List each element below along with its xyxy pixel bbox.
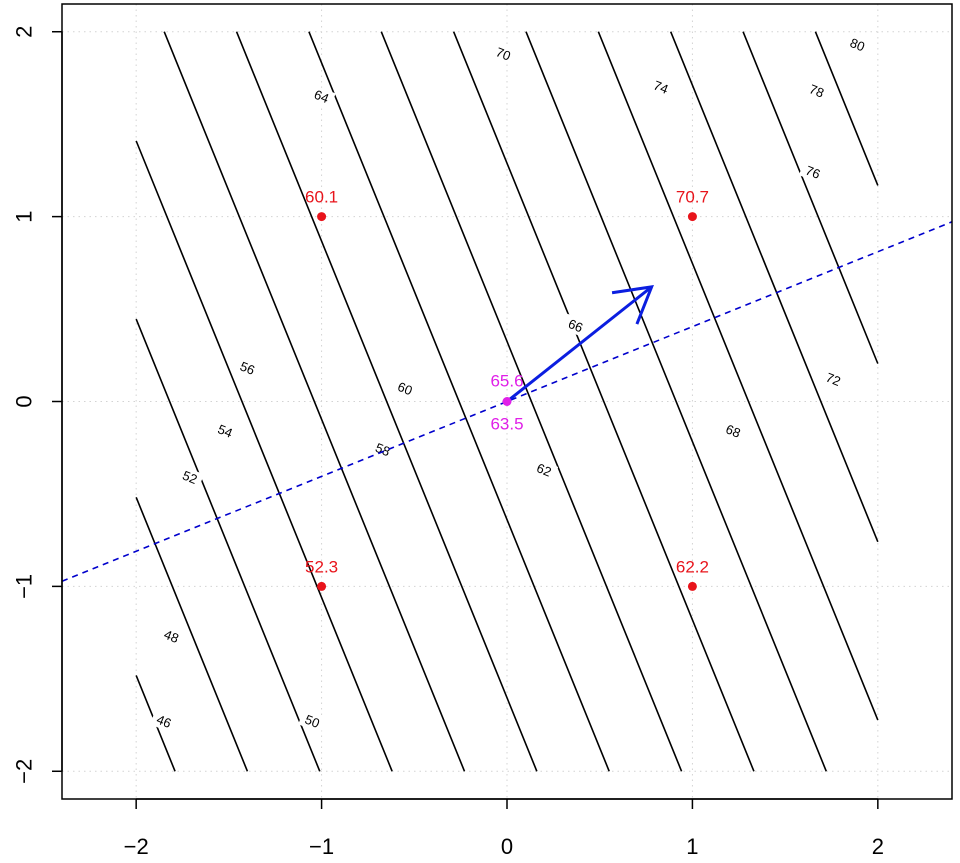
contour-label-gap [802, 78, 831, 103]
contour-label-text: 60 [395, 379, 414, 398]
gradient-arrow-head [611, 285, 654, 325]
design-point-label: 52.3 [305, 557, 338, 576]
contour-line-60 [308, 31, 610, 772]
contour-label-78: 78 [802, 78, 831, 103]
contour-line-72 [742, 31, 879, 364]
contour-label-80: 80 [843, 32, 872, 57]
y-tick-label: −2 [12, 759, 37, 784]
y-tick-label: 0 [12, 395, 37, 407]
contour-label-gap [798, 160, 828, 185]
contour-label-gap [175, 465, 205, 490]
contour-label-50: 50 [298, 709, 327, 734]
contour-label-text: 52 [180, 468, 199, 487]
contour-label-gap [529, 457, 559, 482]
contour-label-text: 50 [303, 712, 322, 731]
contour-label-gap [211, 419, 240, 444]
design-point [687, 212, 697, 222]
x-tick-label: 0 [501, 834, 513, 859]
contour-label-text: 68 [724, 421, 743, 440]
contour-label-64: 64 [307, 84, 336, 109]
contour-label-text: 72 [824, 370, 843, 389]
contour-line-50 [135, 496, 249, 772]
y-tick-label: 2 [12, 26, 37, 38]
design-points-layer: 60.1 70.7 52.3 62.2 65.6 63.5 [305, 188, 709, 591]
contour-line-74 [814, 31, 879, 186]
contour-label-text: 76 [803, 163, 822, 182]
contour-label-gap [719, 419, 748, 444]
contour-label-60: 60 [390, 376, 420, 401]
y-axis: −2 −1 0 1 2 [12, 26, 63, 784]
contour-label-gap [489, 41, 518, 66]
contour-label-48: 48 [157, 624, 186, 649]
design-point [317, 581, 327, 591]
x-axis: −2 −1 0 1 2 [124, 798, 884, 859]
contour-label-74: 74 [646, 75, 676, 100]
contour-line-70 [669, 31, 879, 543]
steepest-ascent-layer [62, 221, 952, 582]
contour-line-66 [525, 31, 828, 772]
contour-label-gap [843, 32, 872, 57]
contour-line-64 [452, 31, 755, 772]
contour-label-gap [390, 376, 420, 401]
x-tick-label: −1 [309, 834, 334, 859]
contour-line-68 [597, 31, 879, 721]
contour-label-52: 52 [175, 465, 205, 490]
contour-line-54 [135, 140, 393, 772]
contour-label-76: 76 [798, 160, 828, 185]
plot-area: 46 48 50 52 54 56 58 60 62 64 66 68 70 72 74 76 78 80 60.… [62, 31, 952, 772]
contour-label-gap [561, 313, 590, 338]
contour-label-text: 70 [494, 44, 513, 63]
contour-label-text: 78 [807, 81, 826, 100]
contour-label-text: 80 [848, 35, 867, 54]
contour-label-gap [819, 367, 848, 392]
x-tick-label: 2 [872, 834, 884, 859]
contour-label-56: 56 [233, 356, 262, 381]
design-point-label: 62.2 [676, 557, 709, 576]
steepest-ascent-line [62, 221, 952, 582]
center-point-label-below: 63.5 [490, 415, 523, 434]
contour-label-gap [307, 84, 336, 109]
contour-lines [135, 31, 879, 772]
contour-label-text: 54 [216, 421, 235, 440]
contour-label-gap [646, 75, 676, 100]
contour-label-gap [368, 437, 397, 462]
contour-label-68: 68 [719, 419, 748, 444]
contour-line-58 [235, 31, 538, 772]
x-tick-label: 1 [686, 834, 698, 859]
center-point-label-above: 65.6 [490, 372, 523, 391]
contour-label-72: 72 [819, 367, 848, 392]
contour-label-text: 64 [312, 87, 331, 106]
design-point [687, 581, 697, 591]
contour-label-gap [233, 356, 262, 381]
contour-label-70: 70 [489, 41, 518, 66]
contour-label-text: 62 [535, 460, 554, 479]
contour-label-text: 56 [238, 359, 257, 378]
design-point-label: 60.1 [305, 188, 338, 207]
contour-label-text: 66 [566, 316, 585, 335]
contour-label-54: 54 [211, 419, 240, 444]
contour-label-text: 48 [162, 627, 181, 646]
y-tick-label: −1 [12, 574, 37, 599]
contour-labels: 46 48 50 52 54 56 58 60 62 64 66 68 70 72 74 76 78 80 [149, 32, 872, 734]
center-point [502, 397, 512, 406]
contour-label-46: 46 [149, 709, 179, 734]
contour-label-gap [157, 624, 186, 649]
gradient-arrow-shaft [506, 285, 653, 403]
contour-label-text: 74 [651, 78, 670, 97]
design-point-label: 70.7 [676, 188, 709, 207]
contour-line-52 [135, 318, 321, 772]
contour-line-62 [380, 31, 683, 772]
contour-label-58: 58 [368, 437, 397, 462]
x-tick-label: −2 [124, 834, 149, 859]
y-tick-label: 1 [12, 210, 37, 222]
contour-label-text: 58 [373, 440, 392, 459]
contour-line-56 [163, 31, 466, 772]
contour-label-66: 66 [561, 313, 590, 338]
contour-label-text: 46 [154, 712, 173, 731]
design-point [317, 212, 327, 222]
contour-label-gap [149, 709, 179, 734]
contour-label-gap [298, 709, 327, 734]
contour-label-62: 62 [529, 457, 559, 482]
